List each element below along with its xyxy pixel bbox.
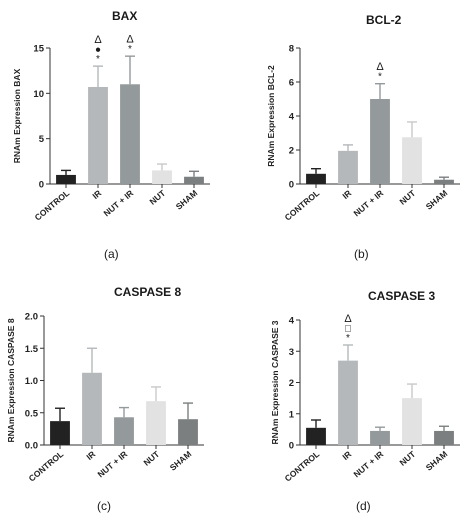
significance-marker: Δ (376, 61, 384, 73)
significance-marker: Δ (126, 34, 134, 46)
y-tick-label: 2.0 (25, 312, 38, 323)
panel-label: (b) (354, 247, 369, 261)
bar (370, 430, 390, 445)
y-tick-label: 0.5 (25, 408, 39, 419)
x-tick-label: NUT + IR (352, 449, 386, 480)
chart-title: CASPASE 8 (114, 285, 181, 299)
y-tick-label: 3 (289, 347, 294, 358)
bar (120, 84, 140, 184)
bar (402, 137, 422, 184)
significance-marker: * (346, 333, 350, 344)
x-tick-label: IR (84, 449, 97, 462)
bar (402, 398, 422, 445)
significance-marker: Δ (344, 313, 352, 325)
bar (434, 179, 454, 184)
y-tick-label: 4 (289, 316, 295, 327)
x-tick-label: CONTROL (283, 449, 322, 484)
y-tick-label: 15 (33, 44, 44, 55)
x-tick-label: NUT + IR (102, 188, 136, 219)
x-tick-label: CONTROL (27, 449, 66, 484)
chart-title: CASPASE 3 (368, 289, 435, 303)
significance-marker: □ (345, 324, 351, 335)
bar (50, 421, 70, 445)
y-tick-label: 0 (39, 180, 44, 191)
chart-panel-2: BCL-2 RNAm Expression BCL-2 0 2 4 6 8 CONTROL IR… (266, 13, 460, 261)
panel-label: (c) (97, 499, 111, 513)
y-tick-label: 0 (289, 180, 294, 191)
y-tick-label: 1 (289, 409, 295, 420)
x-tick-label: NUT (397, 187, 417, 206)
x-tick-label: SHAM (424, 449, 450, 473)
bar (184, 176, 204, 184)
chart-panel-4: CASPASE 3 RNAm Expression CASPASE 3 0 1 2 3 4 C… (270, 289, 460, 513)
panel-label: (a) (104, 247, 119, 261)
significance-marker: * (378, 72, 382, 83)
x-tick-label: NUT (141, 448, 161, 467)
x-tick-label: NUT (147, 187, 167, 206)
x-tick-label: NUT + IR (352, 188, 386, 219)
bar (370, 99, 390, 184)
y-tick-label: 2 (289, 146, 294, 157)
significance-marker: Δ (94, 34, 102, 46)
bar (178, 419, 198, 445)
significance-marker: * (128, 44, 132, 55)
bar (434, 430, 454, 445)
chart-title: BCL-2 (366, 13, 402, 27)
x-tick-label: CONTROL (283, 188, 322, 223)
bar (82, 372, 102, 445)
x-tick-label: IR (340, 449, 353, 462)
y-tick-label: 0.0 (25, 441, 38, 452)
x-tick-label: NUT (397, 448, 417, 467)
x-tick-label: CONTROL (33, 188, 72, 223)
y-axis-title: RNAm Expression CASPASE 3 (270, 320, 280, 444)
y-tick-label: 10 (33, 89, 44, 100)
y-tick-label: 4 (289, 112, 295, 123)
x-tick-label: SHAM (174, 188, 200, 212)
x-tick-label: IR (340, 188, 353, 201)
significance-marker: * (96, 54, 100, 65)
y-tick-label: 2 (289, 378, 294, 389)
x-tick-label: NUT + IR (96, 449, 130, 480)
y-axis-title: RNAm Expression BCL-2 (266, 65, 276, 167)
panel-label: (d) (356, 499, 371, 513)
bar (152, 170, 172, 184)
chart-panel-3: CASPASE 8 RNAm Expression CASPASE 8 0.0 0.5… (6, 285, 204, 513)
bar (338, 150, 358, 184)
bar (146, 401, 166, 445)
chart-title: BAX (112, 9, 137, 23)
y-tick-label: 8 (289, 44, 294, 55)
y-tick-label: 1.0 (25, 376, 38, 387)
y-tick-label: 6 (289, 78, 294, 89)
x-tick-label: IR (90, 188, 103, 201)
y-tick-label: 0 (289, 441, 294, 452)
y-tick-label: 5 (39, 134, 45, 145)
x-tick-label: SHAM (424, 188, 450, 212)
x-tick-label: SHAM (168, 449, 194, 473)
bar (88, 86, 108, 184)
bar (114, 417, 134, 445)
bar (56, 174, 76, 184)
significance-marker: ● (95, 45, 101, 56)
y-axis-title: RNAm Expression CASPASE 8 (6, 318, 16, 442)
bar (306, 427, 326, 445)
bar (338, 360, 358, 445)
y-tick-label: 1.5 (25, 344, 39, 355)
bar (306, 173, 326, 184)
y-axis-title: RNAm Expression BAX (12, 68, 22, 163)
